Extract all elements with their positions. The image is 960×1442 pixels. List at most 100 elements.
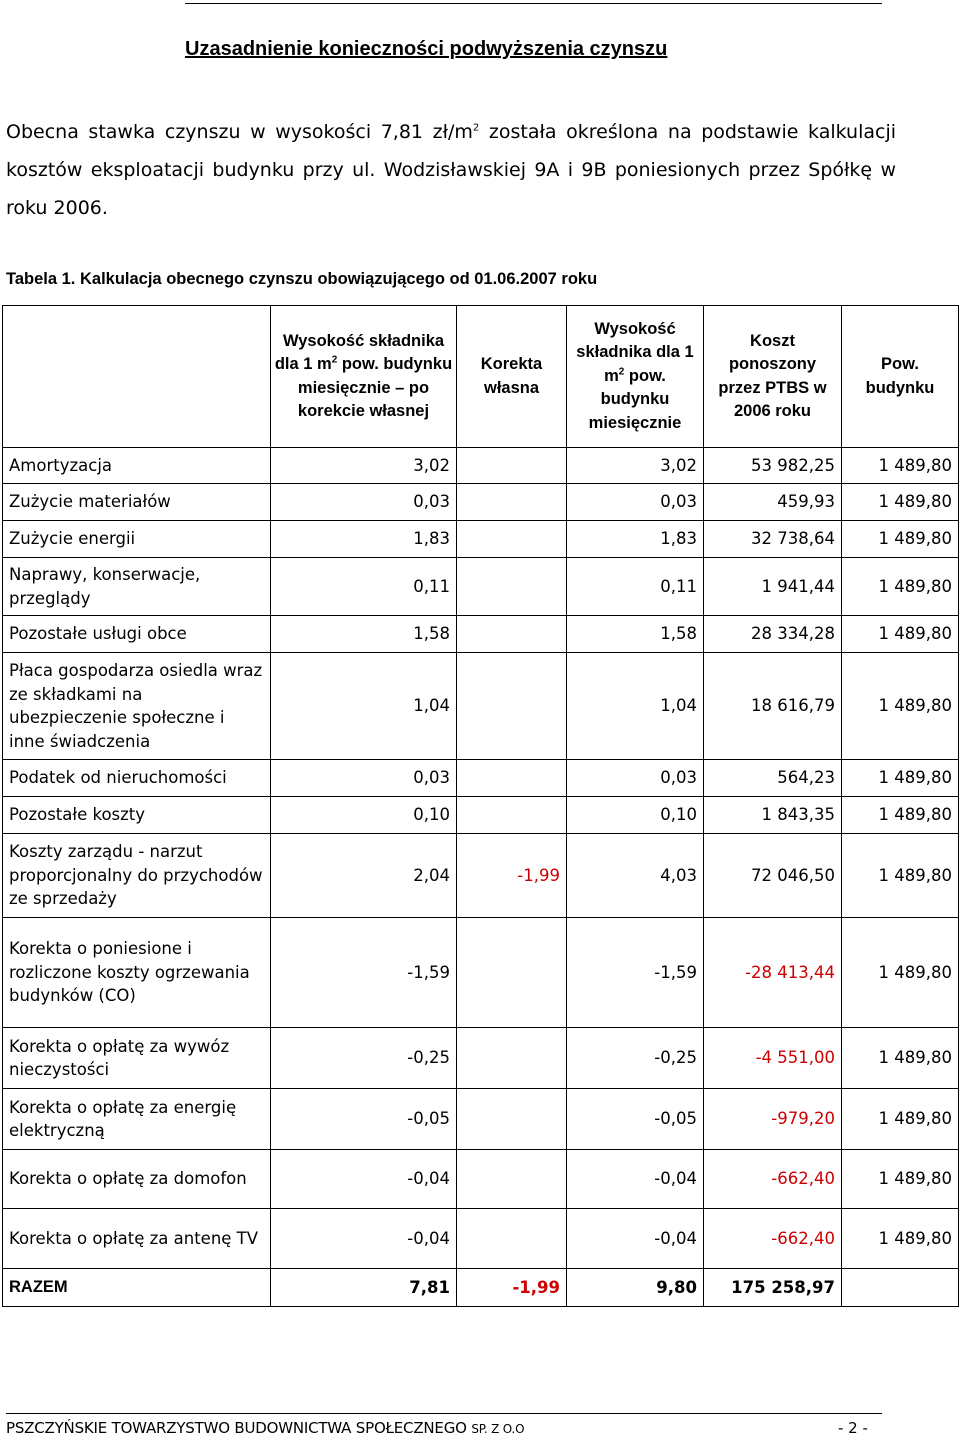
cell-area: 1 489,80 <box>841 447 959 484</box>
total-cell-area <box>841 1268 959 1307</box>
cell-correction <box>456 447 567 484</box>
footer-rule <box>6 1413 882 1414</box>
cell-per-m2: 1,83 <box>566 520 704 558</box>
table-row: Koszty zarządu - narzut proporcjonalny d… <box>2 833 959 918</box>
cell-cost: 72 046,50 <box>703 833 842 918</box>
cell-correction <box>456 557 567 616</box>
row-label: Korekta o opłatę za energię elektryczną <box>2 1088 271 1150</box>
cell-area: 1 489,80 <box>841 615 959 653</box>
total-cell-per-m2: 9,80 <box>566 1268 704 1307</box>
header-cost: Koszt ponoszony przez PTBS w 2006 roku <box>703 305 842 448</box>
cell-cost: 53 982,25 <box>703 447 842 484</box>
cell-area: 1 489,80 <box>841 917 959 1028</box>
table-row: Naprawy, konserwacje, przeglądy 0,11 0,11 1… <box>2 557 959 616</box>
cell-after-correction: -0,04 <box>270 1208 457 1269</box>
row-label: Korekta o opłatę za wywóz nieczystości <box>2 1027 271 1089</box>
cell-cost: 18 616,79 <box>703 652 842 760</box>
table-row: Zużycie energii 1,83 1,83 32 738,64 1 489,80 <box>2 520 959 558</box>
header-correction: Korekta własna <box>456 305 567 448</box>
cell-per-m2: -0,25 <box>566 1027 704 1089</box>
intro-paragraph: Obecna stawka czynszu w wysokości 7,81 z… <box>6 113 896 227</box>
cell-correction <box>456 1208 567 1269</box>
document-title: Uzasadnienie konieczności podwyższenia c… <box>185 38 668 60</box>
cell-after-correction: 0,03 <box>270 759 457 797</box>
cell-correction <box>456 615 567 653</box>
cell-area: 1 489,80 <box>841 652 959 760</box>
cell-after-correction: 0,10 <box>270 796 457 834</box>
cell-per-m2: -0,04 <box>566 1149 704 1209</box>
footer-company: PSZCZYŃSKIE TOWARZYSTWO BUDOWNICTWA SPOŁ… <box>6 1419 525 1437</box>
cell-cost: 564,23 <box>703 759 842 797</box>
cell-after-correction: 1,58 <box>270 615 457 653</box>
cell-cost: 28 334,28 <box>703 615 842 653</box>
cell-correction <box>456 796 567 834</box>
table-row: Podatek od nieruchomości 0,03 0,03 564,23 1 … <box>2 759 959 797</box>
cell-area: 1 489,80 <box>841 483 959 521</box>
cell-area: 1 489,80 <box>841 1149 959 1209</box>
cell-correction <box>456 759 567 797</box>
cell-per-m2: 0,03 <box>566 759 704 797</box>
row-label: Podatek od nieruchomości <box>2 759 271 797</box>
rent-calculation-table: Wysokość składnika dla 1 m2 pow. budynku… <box>2 305 959 1307</box>
cell-after-correction: -0,25 <box>270 1027 457 1089</box>
cell-area: 1 489,80 <box>841 520 959 558</box>
cell-cost: 32 738,64 <box>703 520 842 558</box>
cell-cost: -4 551,00 <box>703 1027 842 1089</box>
cell-after-correction: -0,04 <box>270 1149 457 1209</box>
table-row: Korekta o opłatę za energię elektryczną -… <box>2 1088 959 1150</box>
table-header-row: Wysokość składnika dla 1 m2 pow. budynku… <box>2 305 959 448</box>
cell-cost: -28 413,44 <box>703 917 842 1028</box>
cell-area: 1 489,80 <box>841 796 959 834</box>
row-label: Koszty zarządu - narzut proporcjonalny d… <box>2 833 271 918</box>
cell-correction <box>456 1027 567 1089</box>
cell-area: 1 489,80 <box>841 557 959 616</box>
cell-per-m2: -0,05 <box>566 1088 704 1150</box>
intro-superscript: 2 <box>472 122 480 134</box>
cell-per-m2: -1,59 <box>566 917 704 1028</box>
row-label: Pozostałe koszty <box>2 796 271 834</box>
total-cell-cost: 175 258,97 <box>703 1268 842 1307</box>
cell-correction <box>456 520 567 558</box>
row-label: Pozostałe usługi obce <box>2 615 271 653</box>
cell-correction <box>456 1149 567 1209</box>
cell-correction <box>456 917 567 1028</box>
cell-per-m2: 0,11 <box>566 557 704 616</box>
table-row: Pozostałe koszty 0,10 0,10 1 843,35 1 489,80 <box>2 796 959 834</box>
header-per-m2: Wysokość składnika dla 1 m2 pow. budynku… <box>566 305 704 448</box>
table-row: Amortyzacja 3,02 3,02 53 982,25 1 489,80 <box>2 447 959 484</box>
total-cell-correction: -1,99 <box>456 1268 567 1307</box>
cell-after-correction: 3,02 <box>270 447 457 484</box>
cell-cost: -662,40 <box>703 1208 842 1269</box>
table-row: Korekta o poniesione i rozliczone koszty… <box>2 917 959 1028</box>
cell-cost: 1 941,44 <box>703 557 842 616</box>
cell-cost: -979,20 <box>703 1088 842 1150</box>
row-label: Płaca gospodarza osiedla wraz ze składka… <box>2 652 271 760</box>
cell-correction <box>456 652 567 760</box>
row-label: Amortyzacja <box>2 447 271 484</box>
total-label: RAZEM <box>2 1268 271 1307</box>
cell-area: 1 489,80 <box>841 1088 959 1150</box>
row-label: Korekta o opłatę za antenę TV <box>2 1208 271 1269</box>
cell-cost: -662,40 <box>703 1149 842 1209</box>
row-label: Korekta o poniesione i rozliczone koszty… <box>2 917 271 1028</box>
row-label: Zużycie energii <box>2 520 271 558</box>
cell-per-m2: 3,02 <box>566 447 704 484</box>
cell-per-m2: 4,03 <box>566 833 704 918</box>
table-row: Zużycie materiałów 0,03 0,03 459,93 1 489,80 <box>2 483 959 521</box>
intro-text-1: Obecna stawka czynszu w wysokości 7,81 z… <box>6 121 473 143</box>
table-row: Płaca gospodarza osiedla wraz ze składka… <box>2 652 959 760</box>
cell-per-m2: -0,04 <box>566 1208 704 1269</box>
cell-per-m2: 1,04 <box>566 652 704 760</box>
cell-after-correction: 0,11 <box>270 557 457 616</box>
cell-correction <box>456 483 567 521</box>
header-area: Pow. budynku <box>841 305 959 448</box>
intro-text-2: została określona na podstawie kalkulacj… <box>6 121 897 219</box>
cell-per-m2: 1,58 <box>566 615 704 653</box>
total-cell-after-correction: 7,81 <box>270 1268 457 1307</box>
header-after-correction: Wysokość składnika dla 1 m2 pow. budynku… <box>270 305 457 448</box>
table-row: Korekta o opłatę za wywóz nieczystości -0… <box>2 1027 959 1089</box>
table-row: Korekta o opłatę za antenę TV -0,04 -0,04-… <box>2 1208 959 1269</box>
cell-after-correction: -1,59 <box>270 917 457 1028</box>
cell-cost: 1 843,35 <box>703 796 842 834</box>
header-empty <box>2 305 271 448</box>
